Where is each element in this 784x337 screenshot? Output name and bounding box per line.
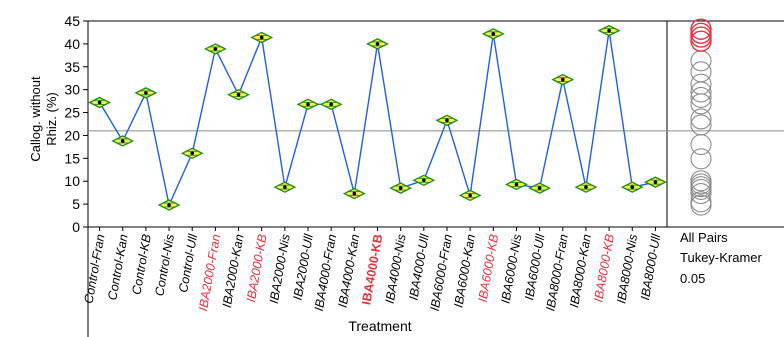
mean-point	[329, 102, 333, 107]
mean-point	[190, 151, 195, 156]
mean-point	[213, 47, 218, 51]
y-tick-label: 35	[64, 59, 80, 75]
y-tick-label: 30	[64, 82, 80, 98]
x-tick-label: IBA6000-Fran	[428, 233, 455, 312]
mean-point	[607, 28, 611, 33]
y-tick-label: 5	[72, 196, 80, 212]
y-axis-label-line2: Rhiz. (%)	[44, 92, 59, 145]
x-tick-label: Control-Ull	[176, 232, 200, 294]
x-tick-label: IBA4000-Kan	[336, 233, 363, 309]
x-tick-label: IBA8000-Kan	[567, 233, 594, 309]
comparison-circle	[690, 93, 712, 115]
comparison-circle	[690, 183, 712, 205]
mean-point	[352, 191, 357, 196]
comparison-circle	[690, 114, 712, 136]
x-tick-label: IBA2000-Kan	[220, 233, 247, 309]
y-tick-label: 25	[64, 105, 80, 121]
mean-point	[144, 91, 148, 95]
x-axis: Control-FranControl-KanControl-KBControl…	[82, 227, 664, 312]
x-tick-label: IBA8000-Ull	[638, 232, 664, 301]
comparison-circle	[690, 148, 712, 170]
x-axis-title: Treatment	[348, 318, 411, 334]
x-tick-label: IBA4000-KB	[359, 233, 385, 306]
mean-point	[398, 186, 403, 190]
test-label-method: Tukey-Kramer	[680, 250, 762, 265]
comparison-circle	[690, 81, 712, 103]
mean-point	[491, 32, 496, 36]
x-tick-label: IBA8000-Fran	[543, 233, 570, 312]
x-tick-label: IBA2000-Ull	[291, 232, 317, 301]
test-label-all-pairs: All Pairs	[680, 230, 728, 245]
y-tick-label: 20	[64, 127, 80, 143]
comparison-circles	[690, 18, 712, 216]
x-tick-label: Control-KB	[129, 233, 153, 296]
x-tick-label: IBA4000-Ull	[406, 232, 432, 301]
x-tick-label: IBA4000-Nis	[383, 233, 409, 305]
comparison-circle-selected	[690, 26, 712, 48]
x-tick-label: IBA6000-KB	[476, 233, 502, 303]
mean-point	[236, 92, 241, 97]
comparison-circle	[690, 61, 712, 83]
mean-point	[306, 102, 310, 107]
mean-point	[375, 42, 380, 46]
mean-point	[445, 118, 449, 123]
mean-point	[283, 185, 287, 189]
series-means	[88, 24, 667, 211]
comparison-circle-selected	[690, 30, 712, 52]
x-tick-label: Control-Kan	[105, 233, 130, 301]
mean-point	[537, 186, 542, 190]
y-tick-label: 45	[64, 13, 80, 29]
comparison-circle	[690, 134, 712, 156]
comparison-circle	[690, 194, 712, 216]
x-tick-label: IBA8000-Nis	[614, 233, 640, 305]
mean-point	[422, 178, 426, 183]
comparison-circle	[690, 50, 712, 72]
x-tick-label: Control-Nis	[152, 233, 177, 297]
comparison-circle-selected	[690, 18, 712, 40]
plot-border	[87, 20, 668, 228]
y-axis-label-line1: Callog. without	[28, 76, 43, 162]
mean-point	[97, 100, 102, 105]
mean-point	[584, 185, 588, 189]
x-tick-label: IBA4000-Fran	[312, 233, 339, 312]
x-tick-label: IBA6000-Kan	[451, 233, 478, 309]
mean-point	[653, 180, 658, 184]
comparison-circle	[690, 178, 712, 201]
mean-point	[630, 185, 635, 189]
test-label-alpha: 0.05	[680, 271, 706, 286]
mean-point	[514, 182, 519, 187]
x-tick-label: IBA2000-Fran	[196, 233, 223, 312]
mean-point	[468, 193, 472, 198]
y-tick-label: 10	[64, 173, 80, 189]
x-tick-label: IBA6000-Ull	[522, 232, 548, 301]
x-tick-label: IBA8000-KB	[591, 233, 617, 303]
y-tick-label: 0	[72, 219, 80, 235]
x-tick-label: IBA2000-KB	[244, 233, 270, 303]
comparison-circle	[690, 86, 712, 108]
means-connect-line	[99, 30, 656, 208]
x-tick-label: IBA6000-Nis	[498, 233, 524, 305]
x-tick-label: Control-Fran	[82, 233, 108, 305]
y-axis: 0 5 10 15 20 25 30 35 40 45	[64, 13, 88, 235]
x-tick-label: IBA2000-Nis	[267, 233, 293, 305]
mean-point	[560, 77, 565, 82]
mean-point	[120, 139, 125, 143]
y-tick-label: 40	[64, 36, 80, 52]
mean-point	[259, 35, 264, 40]
y-tick-label: 15	[64, 150, 80, 166]
mean-point	[167, 203, 171, 207]
comparison-circle	[690, 108, 712, 130]
